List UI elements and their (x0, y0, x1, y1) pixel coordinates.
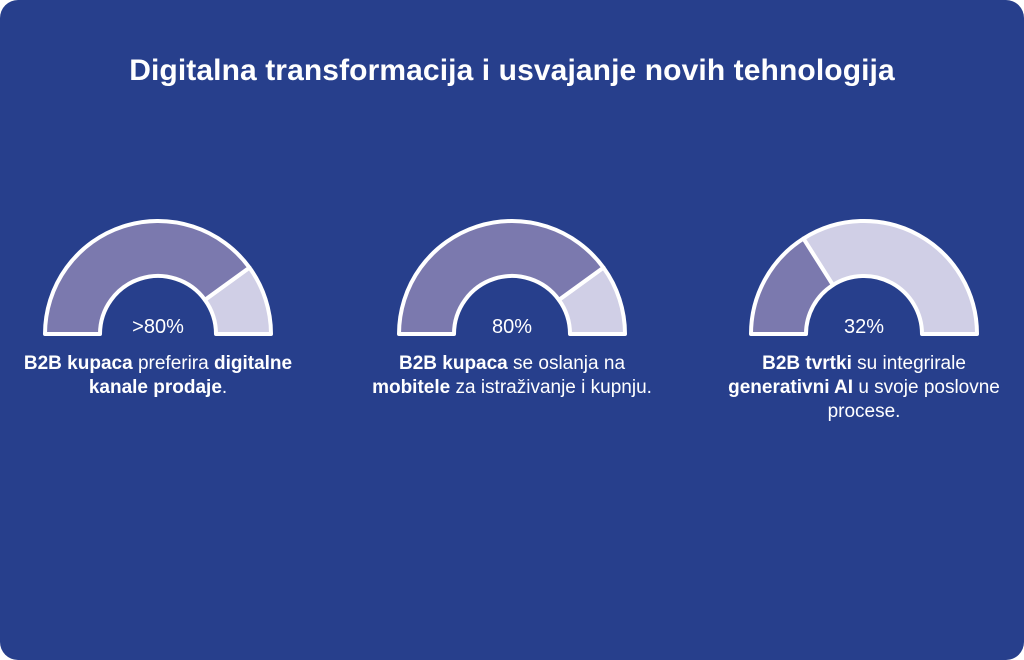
gauge-2-value-arc (397, 219, 606, 336)
gauge-3-caption-part: u svoje poslovne procese. (827, 377, 1000, 422)
gauge-1-caption-part: digitalne kanale prodaje (88, 353, 293, 398)
gauge-1-caption-part: B2B kupaca (23, 353, 133, 374)
gauge-1-value: >80% (132, 316, 184, 338)
gauge-1-caption-part: preferira (132, 353, 214, 374)
gauge-1-value-arc (43, 219, 252, 336)
gauge-3: 32% B2B tvrtki su integrirale generativn… (714, 216, 1014, 446)
gauge-3-chart (749, 219, 979, 336)
gauge-3-remainder-arc (801, 219, 979, 336)
gauge-2-value: 80% (491, 316, 533, 338)
gauge-3-caption: B2B tvrtki su integrirale generativni AI… (714, 352, 1014, 424)
gauge-2: 80% B2B kupaca se oslanja na mobitele za… (362, 216, 662, 446)
gauge-2-caption-part: B2B kupaca (398, 353, 508, 374)
gauge-2-caption-part: za istraživanje i kupnju. (450, 377, 652, 398)
gauge-3-caption-part: su integrirale (851, 353, 966, 374)
gauge-3-value-arc (749, 236, 835, 336)
gauge-1-caption: B2B kupaca preferira digitalne kanale pr… (8, 352, 308, 400)
gauge-2-caption-part: mobitele (372, 377, 451, 398)
gauge-3-caption-part: B2B tvrtki (762, 353, 852, 374)
gauge-3-value: 32% (843, 316, 885, 338)
gauge-1: >80% B2B kupaca preferira digitalne kana… (8, 216, 308, 446)
gauge-2-caption: B2B kupaca se oslanja na mobitele za ist… (362, 352, 662, 400)
gauge-2-caption-part: se oslanja na (507, 353, 626, 374)
gauge-1-chart (43, 219, 273, 336)
gauge-3-caption-part: generativni AI (728, 377, 854, 398)
gauge-2-chart (397, 219, 627, 336)
page-title: Digitalna transformacija i usvajanje nov… (129, 54, 895, 87)
gauge-1-caption-part: . (221, 377, 228, 398)
